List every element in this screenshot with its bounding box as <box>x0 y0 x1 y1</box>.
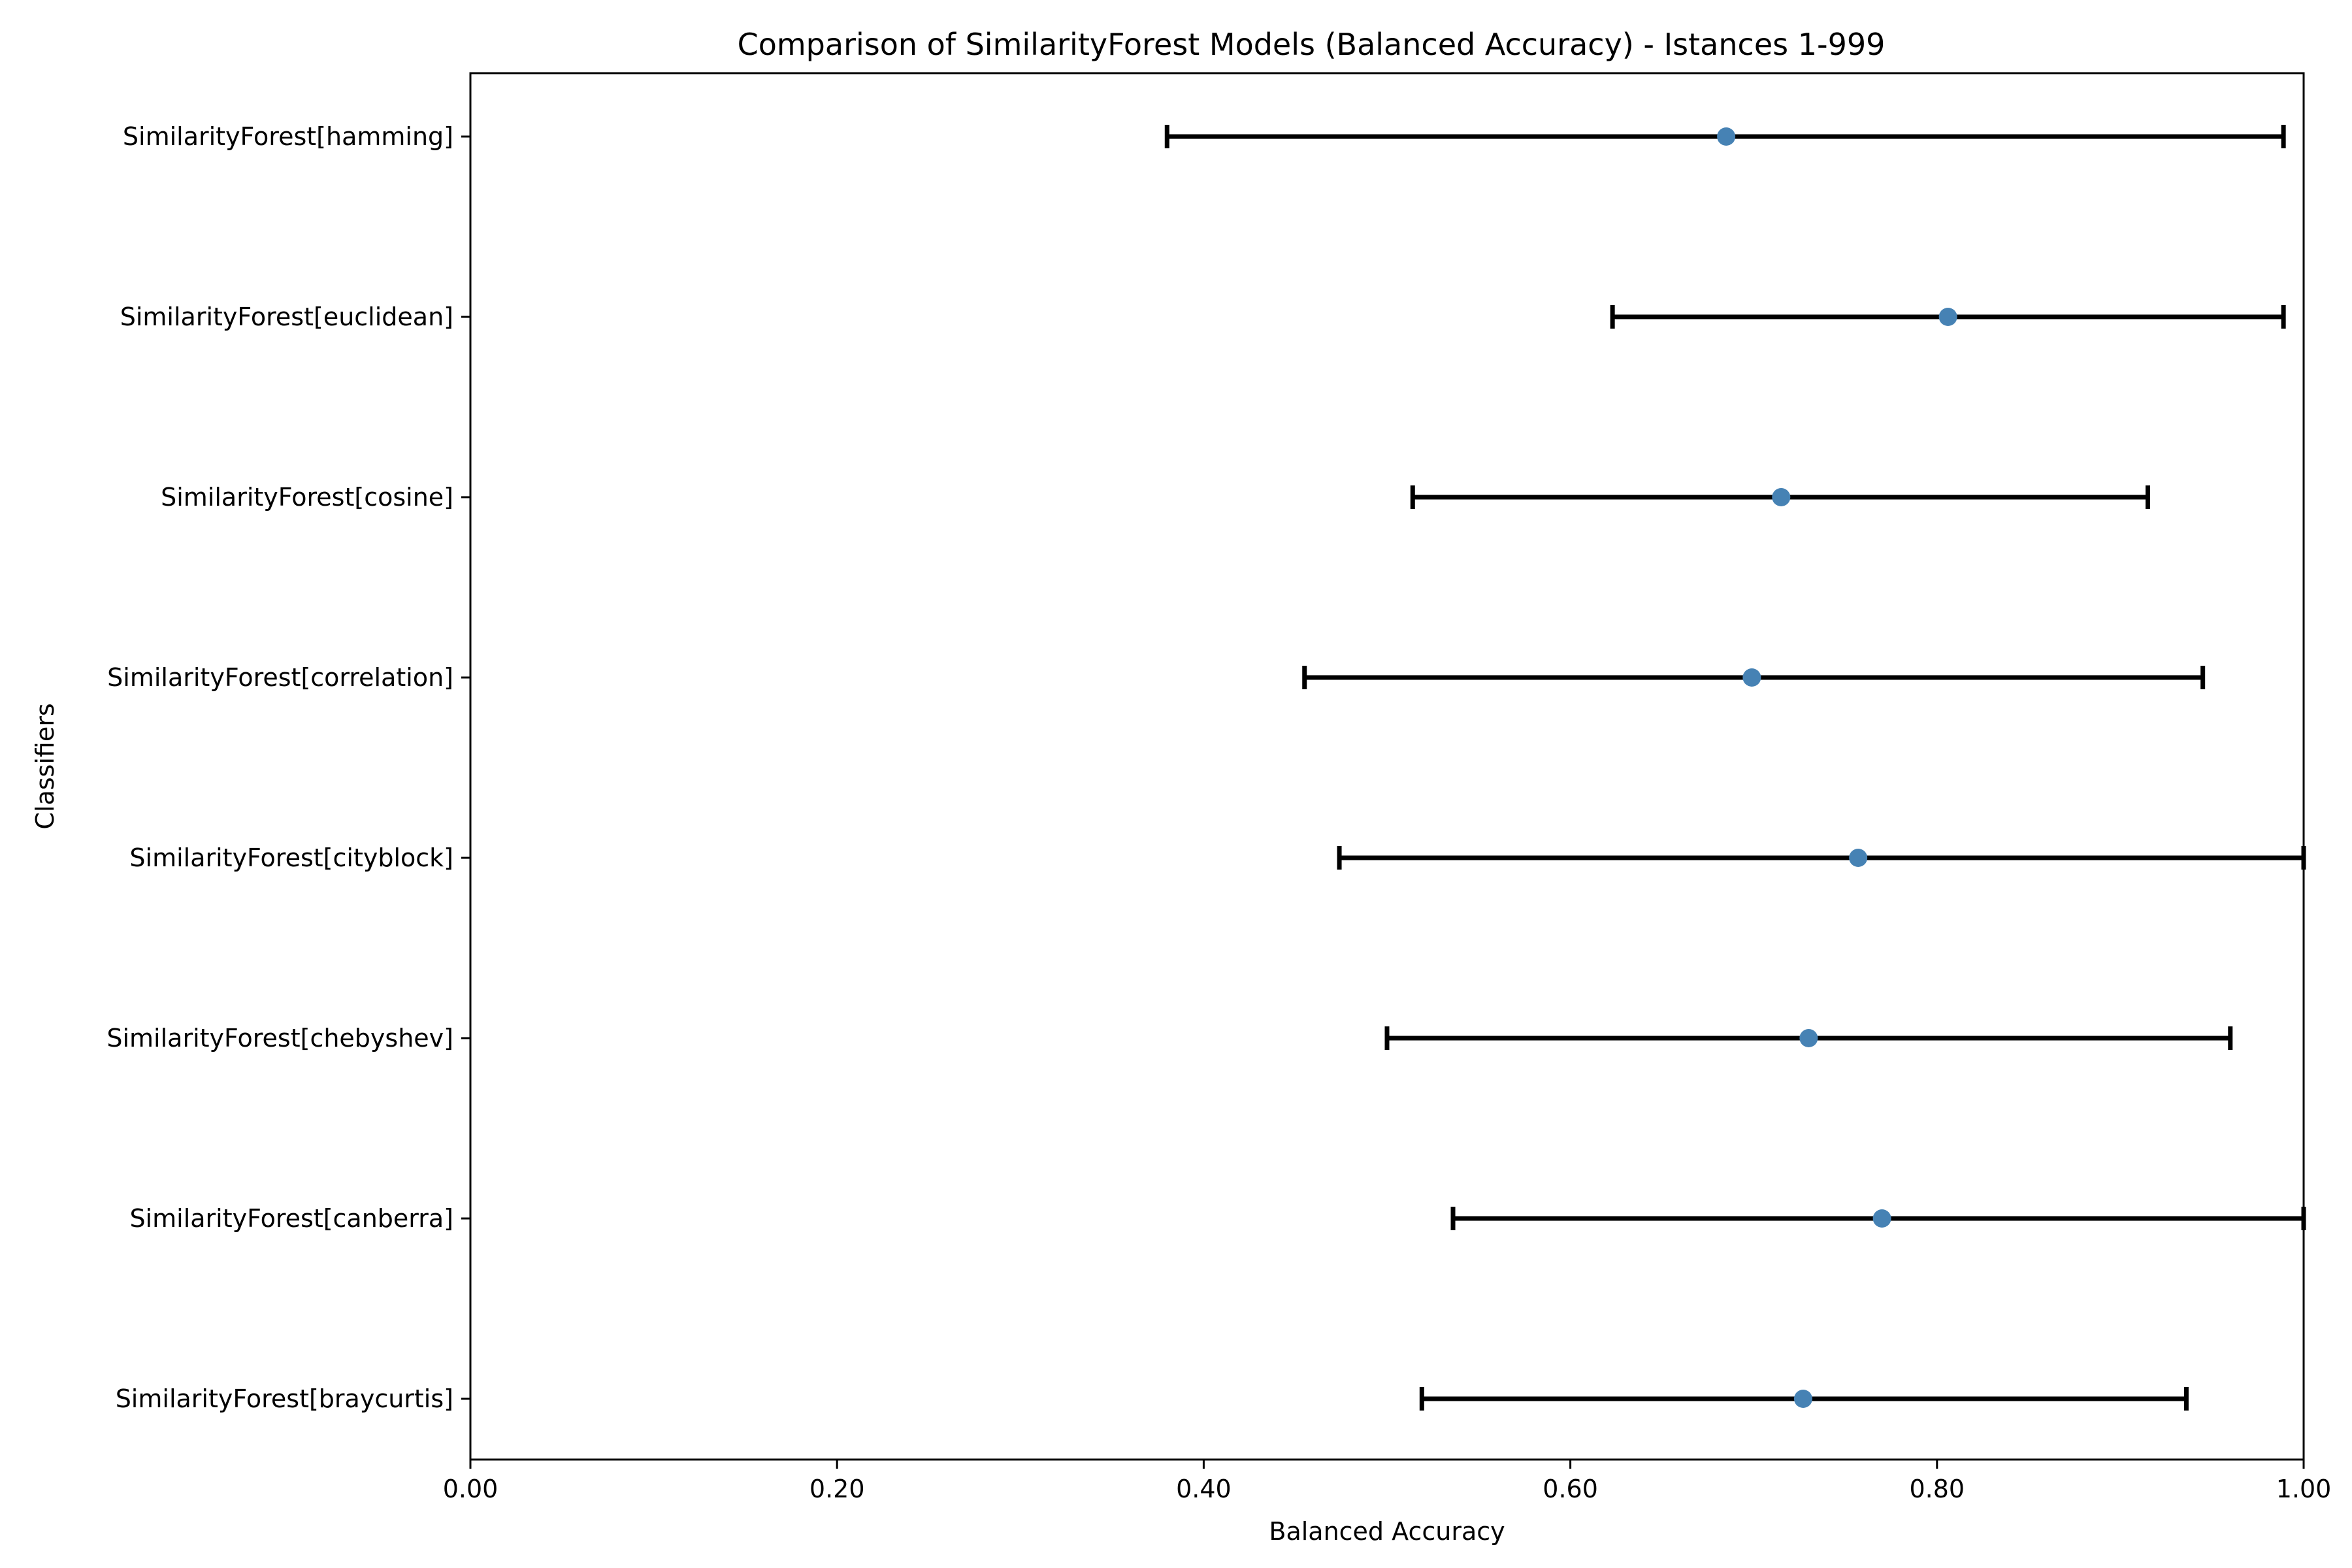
data-point <box>1793 1390 1812 1408</box>
data-point <box>1938 308 1957 326</box>
data-point <box>1799 1029 1818 1047</box>
data-point <box>1717 127 1736 146</box>
x-tick-label: 0.40 <box>1176 1475 1232 1503</box>
y-tick-label: SimilarityForest[euclidean] <box>120 302 453 331</box>
x-tick-label: 0.00 <box>443 1475 498 1503</box>
x-tick-label: 0.80 <box>1909 1475 1965 1503</box>
errorbar <box>1419 1387 2189 1411</box>
x-axis-label: Balanced Accuracy <box>1269 1517 1505 1546</box>
data-point <box>1772 488 1791 506</box>
chart-title: Comparison of SimilarityForest Models (B… <box>738 27 1886 62</box>
plot-area <box>1164 125 2306 1411</box>
y-tick-label: SimilarityForest[correlation] <box>107 663 453 692</box>
y-tick-label: SimilarityForest[cityblock] <box>129 843 453 872</box>
errorbar <box>1610 305 2286 329</box>
errorbar <box>1384 1026 2233 1050</box>
data-point <box>1742 668 1761 687</box>
x-tick-label: 1.00 <box>2276 1475 2332 1503</box>
plot-frame <box>469 72 2305 1461</box>
data-point <box>1849 849 1868 867</box>
errorbar <box>1164 125 2286 148</box>
x-axis: 0.00 0.20 0.40 0.60 0.80 1.00 <box>443 1460 2332 1503</box>
errorbar <box>1410 485 2150 509</box>
x-tick-label: 0.60 <box>1543 1475 1598 1503</box>
y-tick-label: SimilarityForest[cosine] <box>161 483 453 512</box>
errorbar <box>1302 666 2206 689</box>
y-axis-label: Classifiers <box>31 703 59 829</box>
y-tick-label: SimilarityForest[canberra] <box>129 1204 453 1233</box>
y-tick-label: SimilarityForest[hamming] <box>123 122 453 151</box>
y-tick-label: SimilarityForest[chebyshev] <box>106 1024 453 1053</box>
data-point <box>1872 1209 1891 1228</box>
x-tick-label: 0.20 <box>809 1475 865 1503</box>
y-axis: SimilarityForest[hamming] SimilarityFores… <box>106 122 470 1413</box>
y-tick-label: SimilarityForest[braycurtis] <box>116 1384 453 1413</box>
